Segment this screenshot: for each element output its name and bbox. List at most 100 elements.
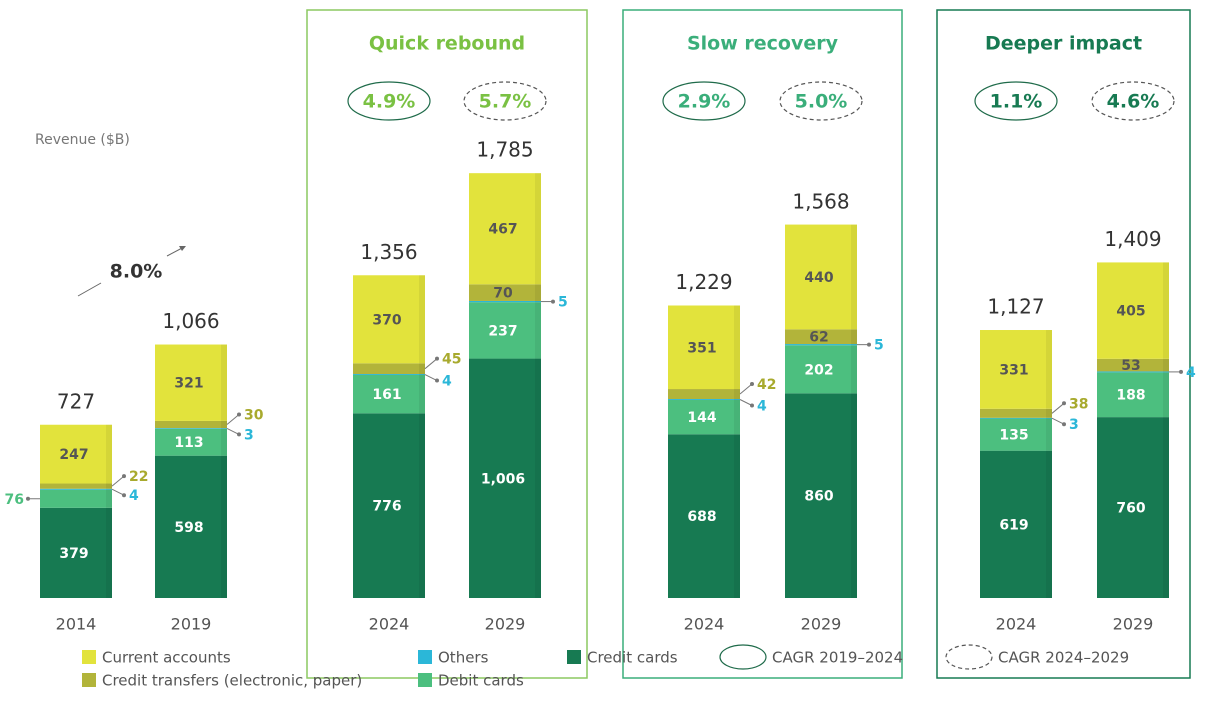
- segment-label: 62: [809, 330, 828, 346]
- legend-label: Others: [438, 649, 489, 667]
- bar-segment: [1097, 358, 1169, 372]
- segment-label: 53: [1121, 358, 1140, 374]
- bar-segment: [40, 424, 112, 484]
- panel-title: Slow recovery: [687, 33, 839, 55]
- cagr-ellipse: [662, 81, 746, 121]
- bar-shade: [535, 302, 541, 359]
- total-label: 727: [57, 389, 95, 413]
- segment-label: 30: [244, 407, 264, 423]
- segment-label: 4: [442, 374, 452, 390]
- bar-shade: [221, 428, 227, 456]
- bar-shade: [1046, 417, 1052, 419]
- legend-label: Debit cards: [438, 672, 524, 690]
- bar-shade: [851, 344, 857, 346]
- bar-segment: [469, 300, 541, 303]
- segment-label: 3: [244, 427, 254, 443]
- legend-label: CAGR 2019–2024: [772, 649, 903, 667]
- segment-label: 5: [874, 338, 884, 354]
- leader-line: [424, 374, 438, 381]
- leader-dot: [750, 382, 754, 387]
- panel-frame: [306, 9, 588, 679]
- bar-segment: [668, 399, 740, 400]
- bar-shade: [419, 363, 425, 375]
- bar-segment: [1097, 262, 1169, 359]
- leader-dot: [435, 356, 439, 361]
- segment-label: 440: [804, 270, 833, 286]
- leader-dot: [551, 299, 555, 304]
- cagr-label: 1.1%: [990, 91, 1043, 113]
- legend-label: Credit transfers (electronic, paper): [102, 672, 362, 690]
- cagr-ellipse: [347, 81, 431, 121]
- bar-shade: [851, 329, 857, 345]
- cagr-label: 4.6%: [1107, 91, 1160, 113]
- segment-label: 42: [757, 377, 776, 393]
- segment-label: 237: [488, 323, 517, 339]
- bar-shade: [1046, 330, 1052, 409]
- bar-shade: [419, 413, 425, 598]
- bar-shade: [106, 488, 112, 490]
- bar-segment: [1097, 371, 1169, 373]
- bar-segment: [155, 420, 227, 429]
- legend-swatch: [567, 650, 581, 664]
- bar-segment: [785, 345, 857, 394]
- leader-line: [739, 383, 753, 395]
- leader-line: [226, 414, 240, 425]
- segment-label: 776: [372, 499, 401, 515]
- bar-shade: [734, 399, 740, 400]
- bar-segment: [1097, 372, 1169, 418]
- bar-shade: [106, 507, 112, 598]
- legend-swatch: [418, 650, 432, 664]
- bar-shade: [851, 345, 857, 394]
- bar-shade: [734, 434, 740, 598]
- segment-label: 1,006: [481, 471, 525, 487]
- segment-label: 3: [1069, 417, 1079, 433]
- leader-dot: [122, 493, 126, 498]
- bar-segment: [155, 428, 227, 429]
- leader-line: [1051, 417, 1065, 425]
- leader-line: [111, 488, 125, 496]
- bar-segment: [668, 434, 740, 598]
- bar-shade: [1163, 371, 1169, 373]
- segment-label: 38: [1069, 396, 1088, 412]
- arrow-line: [77, 282, 102, 297]
- x-tick-label: 2024: [996, 615, 1037, 634]
- total-label: 1,229: [675, 270, 732, 294]
- panel-frame: [622, 9, 903, 679]
- segment-label: 598: [174, 520, 203, 536]
- bar-segment: [155, 344, 227, 421]
- bar-shade: [1046, 450, 1052, 598]
- segment-label: 5: [558, 295, 568, 311]
- bar-segment: [668, 399, 740, 435]
- bar-segment: [668, 389, 740, 400]
- leader-dot: [1062, 401, 1066, 406]
- leader-dot: [122, 474, 126, 479]
- segment-label: 688: [687, 509, 716, 525]
- legend-ellipse: [719, 644, 767, 670]
- bar-segment: [353, 413, 425, 598]
- cagr-ellipse: [779, 81, 863, 121]
- bar-segment: [668, 305, 740, 390]
- segment-label: 144: [687, 410, 716, 426]
- y-axis-label: Revenue ($B): [35, 132, 130, 148]
- leader-dot: [750, 403, 754, 408]
- segment-label: 370: [372, 312, 401, 328]
- bar-shade: [535, 300, 541, 303]
- cagr-ellipse: [463, 81, 547, 121]
- segment-label: 619: [999, 517, 1028, 533]
- legend-swatch: [418, 673, 432, 687]
- leader-line: [739, 399, 753, 406]
- x-tick-label: 2029: [485, 615, 526, 634]
- leader-dot: [1179, 369, 1183, 374]
- segment-label: 247: [59, 447, 88, 463]
- x-tick-label: 2024: [684, 615, 725, 634]
- bar-segment: [353, 374, 425, 414]
- legend-label: Current accounts: [102, 649, 231, 667]
- bar-segment: [469, 302, 541, 359]
- bar-shade: [106, 424, 112, 484]
- bar-shade: [419, 374, 425, 414]
- leader-line: [424, 358, 438, 370]
- panel-title: Quick rebound: [369, 33, 525, 55]
- bar-segment: [155, 428, 227, 456]
- x-tick-label: 2029: [801, 615, 842, 634]
- bar-shade: [106, 489, 112, 508]
